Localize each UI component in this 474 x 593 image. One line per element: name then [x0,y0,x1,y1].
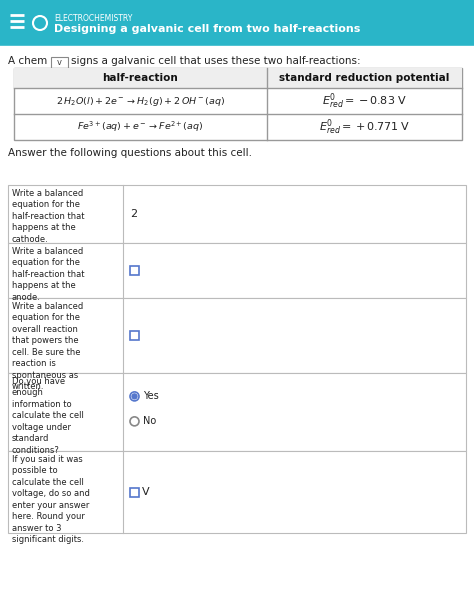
Text: Designing a galvanic cell from two half-reactions: Designing a galvanic cell from two half-… [54,24,360,34]
Text: v: v [57,58,62,67]
Text: signs a galvanic cell that uses these two half-reactions:: signs a galvanic cell that uses these tw… [71,56,361,66]
Bar [8,451,466,533]
Bar [14,68,462,88]
Text: Do you have
enough
information to
calculate the cell
voltage under
standard
cond: Do you have enough information to calcul… [12,377,84,455]
Bar [130,487,139,496]
Text: standard reduction potential: standard reduction potential [279,73,450,83]
Bar [130,331,139,340]
Bar [14,68,462,140]
Text: $E^0_{red} = +0.771\ \mathrm{V}$: $E^0_{red} = +0.771\ \mathrm{V}$ [319,117,410,137]
Text: ELECTROCHEMISTRY: ELECTROCHEMISTRY [54,14,132,23]
Text: Write a balanced
equation for the
half-reaction that
happens at the
anode.: Write a balanced equation for the half-r… [12,247,84,302]
Bar [8,185,466,243]
Bar [8,243,466,298]
Text: $E^0_{red} = -0.83\ \mathrm{V}$: $E^0_{red} = -0.83\ \mathrm{V}$ [322,91,407,111]
Text: V: V [142,487,150,497]
Text: Write a balanced
equation for the
half-reaction that
happens at the
cathode.: Write a balanced equation for the half-r… [12,189,84,244]
Text: Answer the following questions about this cell.: Answer the following questions about thi… [8,148,252,158]
Bar [8,298,466,373]
Text: If you said it was
possible to
calculate the cell
voltage, do so and
enter your : If you said it was possible to calculate… [12,455,90,544]
Text: $Fe^{3+}(aq)+e^- \rightarrow Fe^{2+}(aq)$: $Fe^{3+}(aq)+e^- \rightarrow Fe^{2+}(aq)… [77,120,204,134]
Bar [0,0,474,46]
Text: A chem: A chem [8,56,47,66]
Text: Write a balanced
equation for the
overall reaction
that powers the
cell. Be sure: Write a balanced equation for the overal… [12,302,83,391]
Text: No: No [143,416,156,426]
Bar [51,57,68,68]
Bar [130,266,139,275]
Text: half-reaction: half-reaction [103,73,178,83]
Text: Yes: Yes [143,391,159,401]
Bar [8,373,466,451]
Text: $2\,H_2O(l)+2e^- \rightarrow H_2(g)+2\,OH^-(aq)$: $2\,H_2O(l)+2e^- \rightarrow H_2(g)+2\,O… [56,94,225,107]
Text: 2: 2 [130,209,137,219]
Circle shape [132,394,137,399]
